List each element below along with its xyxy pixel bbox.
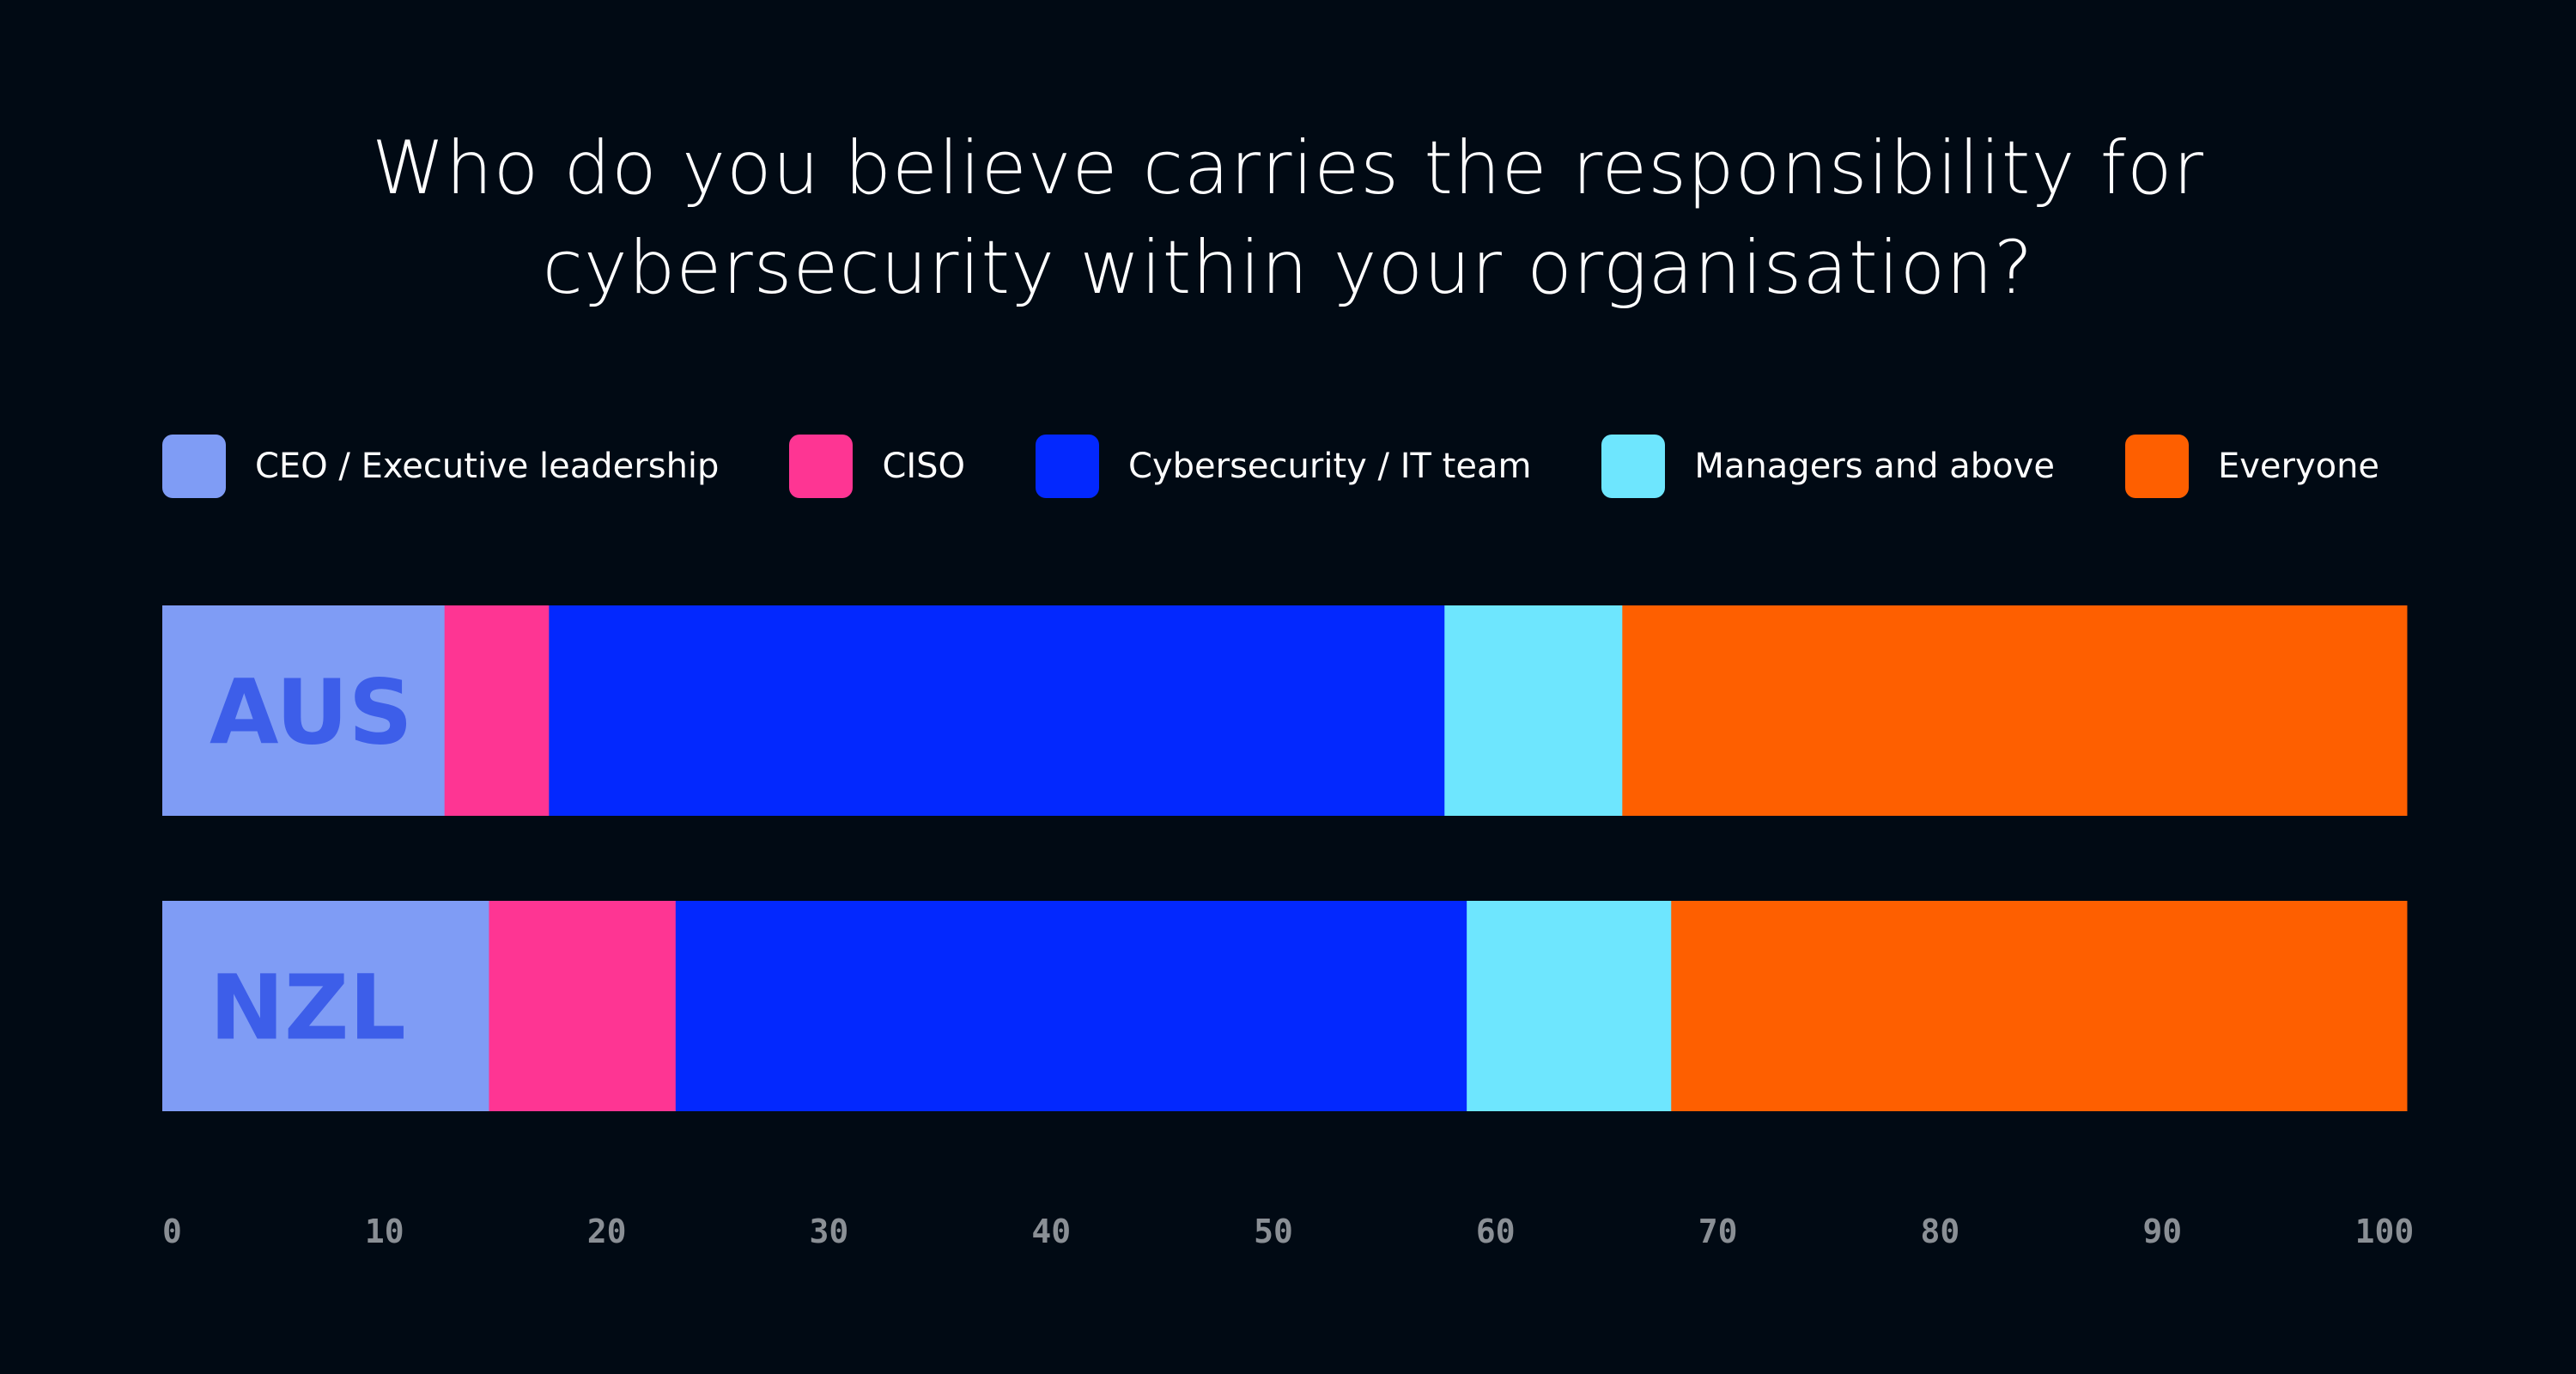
legend-swatch-cybersecurity-it-team [1036, 435, 1100, 498]
x-tick-label-70: 70 [1698, 1213, 1738, 1250]
legend-swatch-everyone [2124, 435, 2189, 498]
x-tick-label-80: 80 [1921, 1213, 1960, 1250]
x-tick-label-20: 20 [587, 1213, 627, 1250]
legend-label-everyone: Everyone [2217, 447, 2380, 486]
legend-item-everyone: Everyone [2124, 435, 2380, 498]
legend-item-managers-and-above: Managers and above [1601, 435, 2055, 498]
bar-segment-aus-everyone [1622, 605, 2408, 816]
legend-item-ceo-executive-leadership: CEO / Executive leadership [162, 435, 719, 498]
bar-segment-nzl-ceo-executive-leadership [162, 901, 490, 1111]
category-label-aus: AUS [210, 660, 413, 765]
bar-segment-aus-cybersecurity-it-team [549, 605, 1445, 816]
x-tick-label-50: 50 [1254, 1213, 1293, 1250]
bar-segment-nzl-cybersecurity-it-team [675, 901, 1467, 1111]
chart-legend: CEO / Executive leadership CISO Cybersec… [162, 434, 2379, 499]
legend-label-ciso: CISO [882, 447, 966, 486]
legend-label-cybersecurity-it-team: Cybersecurity / IT team [1128, 447, 1532, 486]
bar-segment-nzl-everyone [1671, 901, 2408, 1111]
legend-swatch-managers-and-above [1601, 435, 1666, 498]
x-tick-label-10: 10 [365, 1213, 404, 1250]
x-tick-label-30: 30 [810, 1213, 849, 1250]
bar-segment-nzl-ciso [489, 901, 677, 1111]
legend-label-managers-and-above: Managers and above [1694, 447, 2055, 486]
x-tick-label-60: 60 [1476, 1213, 1516, 1250]
chart-title-line-2: cybersecurity within your organisation? [542, 225, 2034, 311]
x-tick-label-100: 100 [2355, 1213, 2415, 1250]
chart-title: Who do you believe carries the responsib… [0, 119, 2576, 318]
chart-title-line-1: Who do you believe carries the responsib… [372, 125, 2204, 211]
bar-segment-nzl-managers-and-above [1467, 901, 1672, 1111]
legend-swatch-ceo-executive-leadership [162, 435, 226, 498]
bar-segment-aus-ciso [444, 605, 550, 816]
category-label-nzl: NZL [210, 956, 406, 1061]
legend-item-ciso: CISO [789, 435, 965, 498]
x-tick-label-0: 0 [162, 1213, 182, 1250]
bar-segment-aus-ceo-executive-leadership [162, 605, 446, 816]
x-tick-label-90: 90 [2142, 1213, 2182, 1250]
legend-label-ceo-executive-leadership: CEO / Executive leadership [255, 447, 720, 486]
x-tick-label-40: 40 [1031, 1213, 1071, 1250]
bar-segment-aus-managers-and-above [1444, 605, 1623, 816]
legend-item-cybersecurity-it-team: Cybersecurity / IT team [1036, 435, 1531, 498]
legend-swatch-ciso [789, 435, 854, 498]
